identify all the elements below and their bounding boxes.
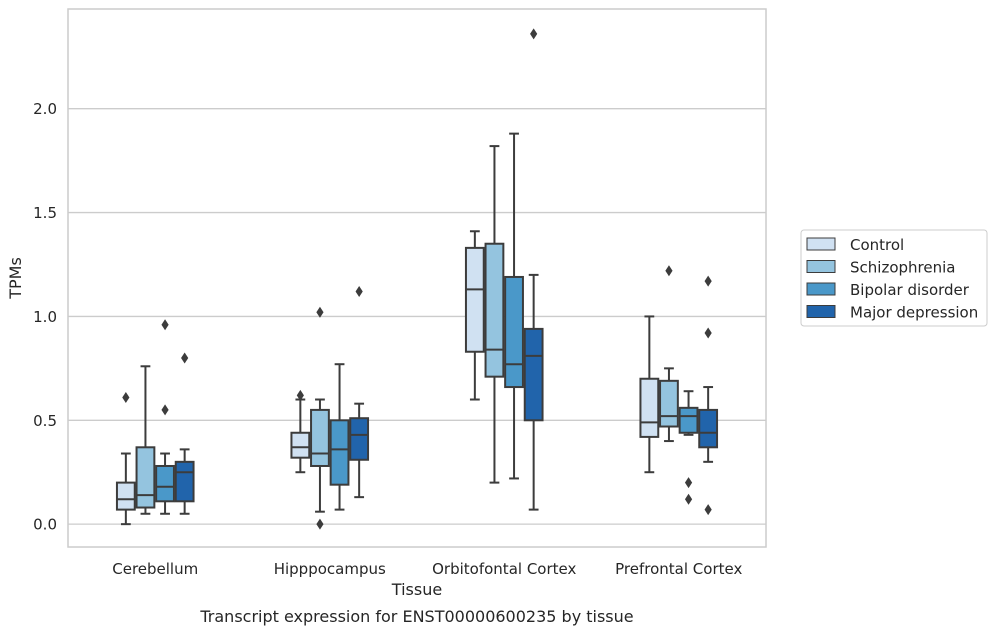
y-tick-labels: 0.0 0.5 1.0 1.5 2.0 bbox=[33, 100, 57, 533]
outlier-point bbox=[161, 319, 169, 331]
box bbox=[659, 379, 679, 428]
y-axis-label: TPMs bbox=[6, 257, 25, 300]
chart-title: Transcript expression for ENST0000060023… bbox=[199, 607, 633, 626]
outlier-point bbox=[704, 327, 712, 339]
box bbox=[484, 242, 505, 378]
outlier-point bbox=[296, 389, 304, 401]
box bbox=[174, 460, 195, 503]
outlier-point bbox=[704, 275, 712, 287]
box bbox=[504, 275, 524, 389]
outlier-point bbox=[316, 518, 324, 530]
legend-swatch bbox=[806, 237, 836, 251]
box bbox=[290, 431, 311, 459]
outlier-point bbox=[181, 352, 189, 364]
legend-swatch bbox=[806, 305, 836, 318]
legend-label: Bipolar disorder bbox=[850, 281, 970, 299]
legend-label: Control bbox=[850, 236, 904, 254]
x-tick-label: Cerebellum bbox=[112, 560, 198, 578]
x-axis-label: Tissue bbox=[391, 580, 442, 599]
legend: Control Schizophrenia Bipolar disorder Majo… bbox=[800, 229, 988, 327]
box bbox=[639, 377, 660, 438]
y-tick-label: 2.0 bbox=[33, 100, 57, 118]
outlier-point bbox=[316, 306, 324, 318]
grid-lines bbox=[68, 108, 766, 525]
outlier-point bbox=[161, 404, 169, 416]
box bbox=[698, 408, 719, 449]
legend-swatch bbox=[806, 260, 836, 273]
box bbox=[115, 481, 136, 511]
x-tick-label: Prefrontal Cortex bbox=[615, 560, 742, 578]
outlier-point bbox=[355, 286, 363, 298]
box bbox=[678, 406, 699, 434]
legend-label: Schizophrenia bbox=[850, 259, 955, 277]
box bbox=[523, 327, 544, 422]
box bbox=[349, 417, 370, 461]
y-tick-label: 0.5 bbox=[33, 412, 57, 430]
outlier-point bbox=[684, 493, 693, 505]
legend-swatch bbox=[806, 282, 836, 296]
box bbox=[155, 464, 175, 503]
box bbox=[310, 408, 330, 467]
box bbox=[464, 246, 485, 353]
outlier-point bbox=[122, 391, 130, 403]
box-series bbox=[115, 28, 719, 530]
outlier-point bbox=[665, 265, 673, 277]
outlier-point bbox=[684, 477, 693, 489]
plot-frame bbox=[67, 8, 767, 548]
x-tick-label: Orbitofontal Cortex bbox=[432, 560, 576, 578]
legend-label: Major depression bbox=[850, 304, 978, 322]
y-tick-label: 0.0 bbox=[33, 516, 57, 534]
x-tick-label: Hipppocampus bbox=[274, 560, 386, 578]
y-tick-label: 1.5 bbox=[33, 204, 57, 222]
x-tick-labels: Cerebellum Hipppocampus Orbitofontal Corte… bbox=[112, 560, 742, 578]
outlier-point bbox=[530, 28, 538, 40]
box bbox=[329, 419, 350, 486]
legend-frame bbox=[800, 229, 988, 327]
outlier-point bbox=[704, 504, 712, 516]
y-tick-label: 1.0 bbox=[33, 308, 57, 326]
box bbox=[135, 446, 156, 509]
